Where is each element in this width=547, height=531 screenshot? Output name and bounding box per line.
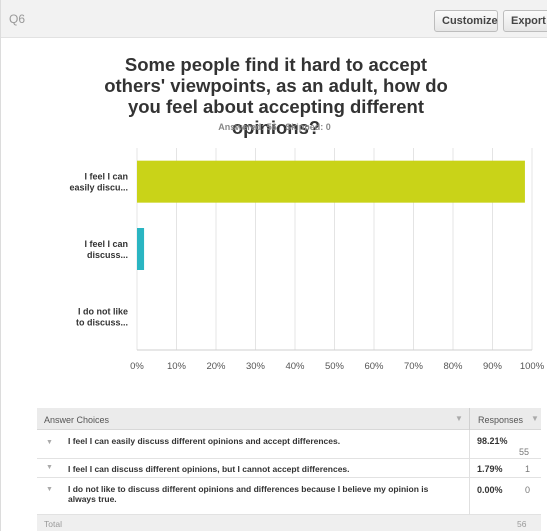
table-header: Answer Choices ▼ Responses ▼	[37, 408, 541, 430]
skipped-count: Skipped: 0	[285, 122, 331, 132]
answer-choices-header[interactable]: Answer Choices	[44, 415, 110, 425]
table-row[interactable]: ▼ I feel I can discuss different opinion…	[37, 459, 541, 478]
expand-icon[interactable]: ▼	[46, 464, 53, 471]
expand-icon[interactable]: ▼	[46, 486, 53, 493]
export-label: Export	[511, 15, 546, 27]
table-row[interactable]: ▼ I do not like to discuss different opi…	[37, 478, 541, 515]
category-label: I do not like to discuss...	[76, 306, 128, 327]
bar	[137, 160, 525, 203]
category-label: I feel I can easily discu...	[69, 172, 128, 193]
response-summary: Answered: 56 Skipped: 0	[1, 122, 547, 132]
response-percent: 1.79%	[477, 464, 503, 474]
total-label: Total	[44, 519, 62, 529]
total-value: 56	[517, 519, 527, 529]
column-divider	[469, 459, 470, 478]
x-tick-label: 40%	[285, 361, 305, 372]
column-divider	[469, 430, 470, 459]
question-header: Q6 Customize Export▼	[1, 0, 547, 38]
responses-header[interactable]: Responses	[478, 415, 524, 425]
bar	[137, 228, 145, 270]
answered-count: Answered: 56	[218, 122, 277, 132]
answer-text: I feel I can easily discuss different op…	[68, 436, 341, 446]
x-tick-label: 20%	[206, 361, 226, 372]
response-percent: 98.21%	[477, 436, 508, 446]
x-tick-label: 50%	[325, 361, 345, 372]
table-row[interactable]: ▼ I feel I can easily discuss different …	[37, 430, 541, 459]
sort-icon[interactable]: ▼	[531, 414, 539, 423]
response-count: 1	[525, 464, 531, 474]
customize-button[interactable]: Customize	[434, 10, 498, 32]
response-percent: 0.00%	[477, 485, 503, 495]
x-tick-label: 90%	[483, 361, 503, 372]
x-tick-label: 10%	[167, 361, 187, 372]
category-label: I feel I can discuss...	[84, 239, 128, 260]
column-divider	[469, 408, 470, 430]
chart-title: Some people find it hard to accept other…	[104, 54, 448, 138]
question-id: Q6	[9, 12, 26, 26]
total-row: Total 56	[37, 515, 541, 531]
answer-text: I feel I can discuss different opinions,…	[68, 464, 350, 474]
export-button[interactable]: Export▼	[503, 10, 547, 32]
response-count: 55	[519, 447, 530, 457]
response-count: 0	[525, 485, 531, 495]
column-divider	[469, 478, 470, 515]
x-tick-label: 70%	[404, 361, 424, 372]
expand-icon[interactable]: ▼	[46, 439, 53, 446]
x-tick-label: 80%	[443, 361, 463, 372]
answer-text: I do not like to discuss different opini…	[68, 484, 429, 504]
sort-icon[interactable]: ▼	[455, 414, 463, 423]
x-tick-label: 30%	[246, 361, 266, 372]
x-tick-label: 60%	[364, 361, 384, 372]
bar-chart: 0% 10% 20% 30% 40% 50% 60% 70% 80% 90% 100% I feel …	[69, 148, 545, 372]
x-tick-label: 0%	[130, 361, 144, 372]
x-tick-label: 100%	[520, 361, 545, 372]
